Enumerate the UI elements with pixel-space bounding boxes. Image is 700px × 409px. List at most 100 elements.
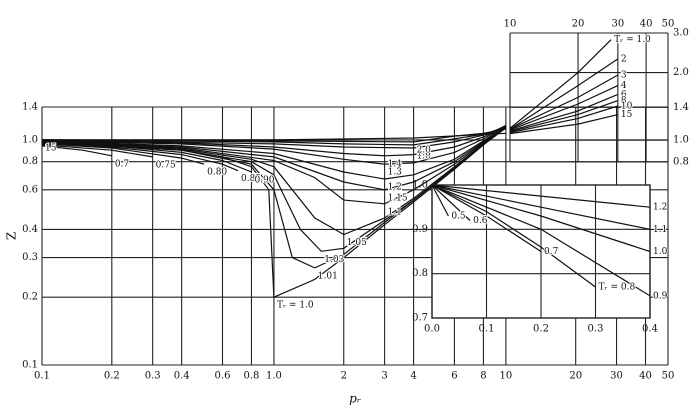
curve	[510, 58, 619, 130]
curve-label: 1.2	[388, 183, 402, 193]
curve	[42, 128, 507, 143]
curve-label: 0.90	[254, 176, 274, 186]
curve-label: 2.0	[417, 145, 432, 155]
curves	[42, 124, 507, 299]
curve-label: 1.1	[653, 225, 667, 235]
curve	[42, 143, 205, 165]
curve-label: 1.0	[653, 247, 668, 257]
curve	[432, 185, 650, 208]
curve-label: 3	[621, 71, 627, 81]
curve-label: 1.2	[653, 203, 667, 213]
plot-2: 0.0 0.1 0.2 0.3 0.4 0.7 0.8 0.9 1.0 0.5 0.6 0.7 Tᵣ =…	[412, 180, 668, 335]
curve	[42, 142, 239, 172]
x-tick-label: 0.6	[215, 371, 231, 382]
x-tick-label: 8	[480, 371, 486, 382]
x-tick-label: 0.3	[145, 371, 161, 382]
curve-label: 1.6	[417, 152, 432, 162]
y-tick-label: 0.9	[412, 224, 428, 235]
x-tick-label: 10	[500, 371, 513, 382]
x-tick-label: 0.4	[174, 371, 190, 382]
curve-label: 0.80	[207, 168, 227, 178]
y-tick-label: 2.0	[673, 67, 689, 78]
curve	[42, 127, 507, 252]
curve-label: 10	[621, 101, 633, 111]
curve	[42, 124, 507, 157]
curve	[432, 185, 449, 217]
x-tick-label: 6	[451, 371, 457, 382]
curve-label: 1.01	[318, 271, 338, 281]
x-tick-label: 50	[662, 371, 675, 382]
y-tick-label: 1.4	[22, 102, 38, 113]
curve	[42, 125, 507, 191]
curve-label: 1.1	[388, 207, 402, 217]
curve	[432, 185, 650, 297]
curve-label: 0.75	[156, 160, 176, 170]
curve-label: 0.7	[115, 159, 130, 169]
curve	[42, 145, 112, 157]
y-tick-label: 0.1	[22, 360, 38, 371]
curve-label: 0.9	[653, 291, 668, 301]
y-tick-label: 0.2	[22, 292, 38, 303]
curve	[42, 126, 507, 236]
curve-label: 0.5	[451, 212, 466, 222]
curve-label: 15	[45, 143, 57, 153]
x-tick-label: 4	[410, 371, 416, 382]
x-tick-label: 20	[572, 19, 585, 30]
curve-label: 2	[621, 54, 627, 64]
curve	[42, 126, 507, 205]
y-tick-label: 1.0	[412, 180, 428, 191]
curve-label: 0.6	[473, 216, 488, 226]
curve-label: 1.03	[324, 255, 344, 265]
curve	[42, 144, 153, 158]
curve-label: 1.8	[417, 148, 432, 158]
curve	[432, 185, 471, 221]
curve	[432, 185, 596, 288]
curve	[510, 100, 619, 133]
curve-label: 0.7	[544, 247, 559, 257]
curve-label: 8	[621, 96, 627, 106]
x-tick-label: 0.0	[424, 324, 440, 335]
y-tick-label: 0.4	[22, 224, 38, 235]
x-tick-label: 30	[610, 371, 623, 382]
curve	[510, 93, 619, 132]
y-tick-label: 0.8	[673, 157, 689, 168]
curve-label: Tᵣ = 1.0	[277, 301, 314, 311]
x-tick-label: 2	[341, 371, 347, 382]
x-tick-label: 0.3	[588, 324, 604, 335]
curve-label: Tᵣ = 0.8	[599, 282, 636, 292]
curve-label: 6	[621, 90, 627, 100]
x-tick-label: 1.0	[266, 371, 282, 382]
curve	[510, 85, 619, 131]
x-tick-label: 40	[640, 19, 653, 30]
curve	[42, 124, 507, 165]
x-tick-label: 20	[569, 371, 582, 382]
y-tick-label: 1.0	[22, 134, 38, 145]
x-tick-label: 0.4	[642, 324, 658, 335]
y-tick-label: 1.0	[673, 135, 689, 146]
curve	[42, 125, 507, 149]
curve	[510, 114, 619, 135]
x-tick-label: 0.2	[104, 371, 120, 382]
x-tick-label: 0.1	[479, 324, 495, 335]
curve-label: 0.85	[241, 174, 261, 184]
y-tick-label: 1.4	[673, 102, 689, 113]
curve-label: Tᵣ = 1.0	[614, 35, 651, 45]
plot-0: 0.1 0.2 0.3 0.4 0.6 0.8 1.0 2 3 4 6 8 10 20 30 40 500.10…	[22, 102, 674, 382]
x-tick-label: 10	[504, 19, 517, 30]
curve	[510, 39, 612, 129]
curve	[432, 185, 650, 230]
curve	[42, 125, 507, 180]
y-tick-label: 0.8	[412, 268, 428, 279]
x-tick-label: 50	[662, 19, 675, 30]
y-tick-label: 0.6	[22, 184, 38, 195]
y-tick-label: 3.0	[673, 28, 689, 39]
curve	[510, 105, 619, 134]
y-tick-label: 0.7	[412, 313, 428, 324]
curve	[432, 185, 650, 253]
y-axis-title: Z	[5, 232, 19, 240]
curve	[510, 74, 619, 130]
x-tick-label: 30	[611, 19, 624, 30]
y-tick-label: 0.8	[22, 156, 38, 167]
x-tick-label: 3	[381, 371, 387, 382]
